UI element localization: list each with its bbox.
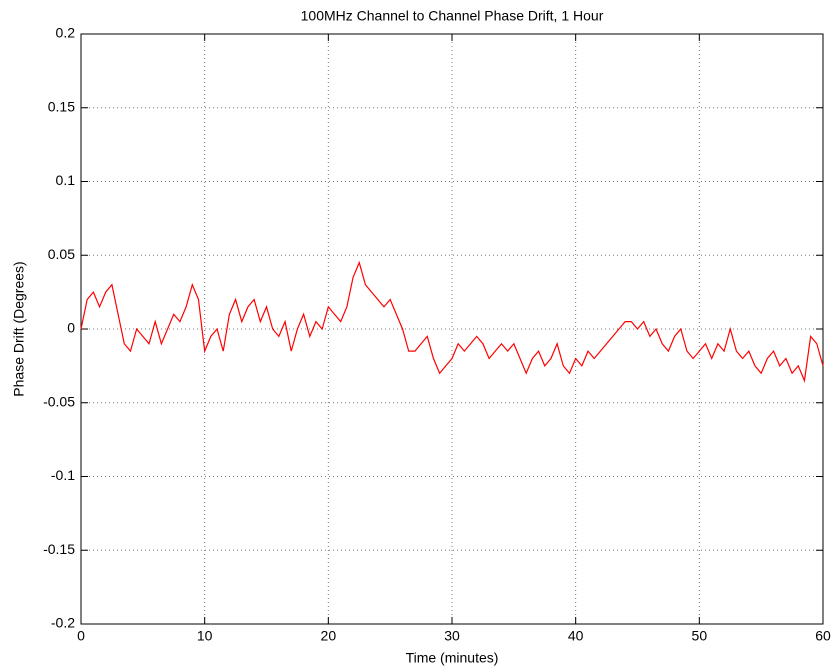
y-tick-label: -0.2 [51,615,75,631]
x-tick-label: 60 [815,628,831,644]
y-tick-label: 0.2 [56,25,76,41]
x-tick-label: 20 [321,628,337,644]
x-tick-label: 10 [197,628,213,644]
x-tick-label: 30 [444,628,460,644]
x-tick-label: 40 [568,628,584,644]
y-tick-label: 0 [67,320,75,336]
y-tick-label: -0.05 [43,393,75,409]
y-axis-label: Phase Drift (Degrees) [11,261,27,396]
x-tick-label: 0 [77,628,85,644]
x-tick-label: 50 [692,628,708,644]
y-tick-label: 0.05 [48,246,75,262]
data-line [80,260,824,383]
plot-frame [80,33,824,625]
y-tick-label: 0.15 [48,98,75,114]
y-tick-label: -0.15 [43,541,75,557]
chart-title: 100MHz Channel to Channel Phase Drift, 1… [301,8,604,24]
y-tick-label: 0.1 [56,172,76,188]
x-axis-label: Time (minutes) [406,650,499,666]
y-tick-label: -0.1 [51,467,75,483]
